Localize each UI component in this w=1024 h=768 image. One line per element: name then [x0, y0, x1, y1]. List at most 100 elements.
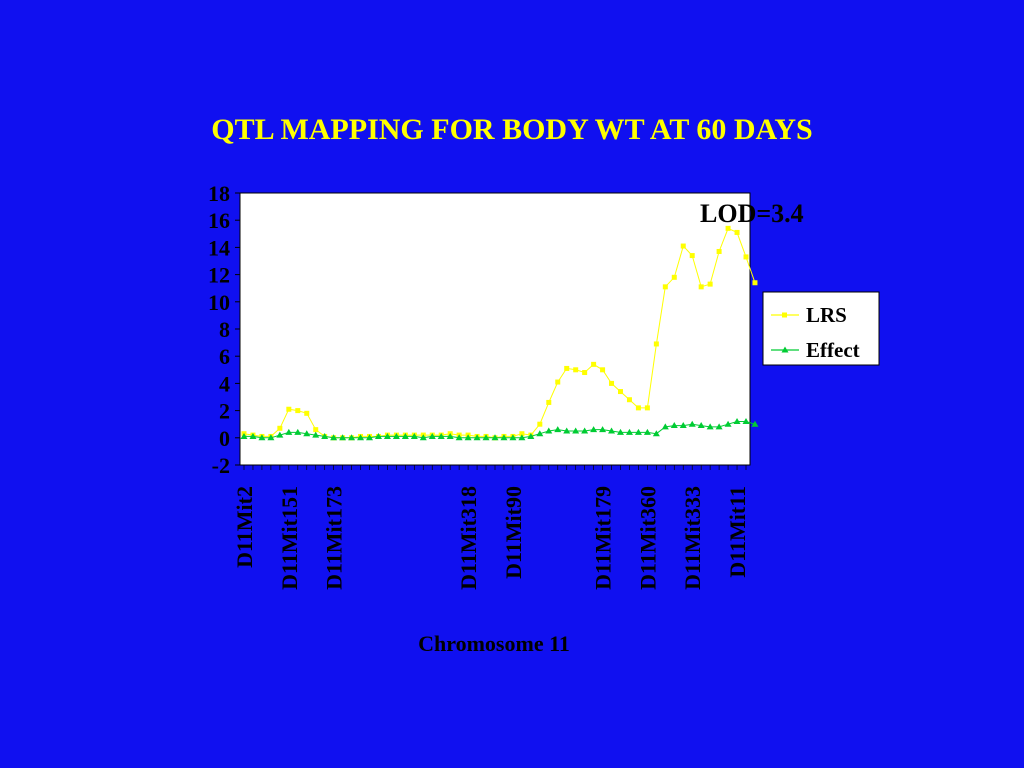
lrs-point [546, 399, 552, 405]
legend-box [762, 291, 880, 366]
effect-point [509, 434, 517, 441]
lrs-point [698, 284, 704, 290]
y-tick-label: 10 [208, 290, 230, 315]
effect-point [303, 430, 311, 437]
lrs-point [725, 225, 731, 231]
lrs-point [313, 427, 319, 433]
effect-point [679, 422, 687, 429]
effect-point [401, 432, 409, 439]
lrs-point [582, 370, 588, 376]
x-marker-label: D11Mit360 [635, 486, 660, 590]
effect-point [473, 434, 481, 441]
x-marker-label: D11Mit333 [680, 486, 705, 590]
effect-point [446, 432, 454, 439]
effect-point [572, 427, 580, 434]
x-marker-label: D11Mit90 [501, 486, 526, 579]
effect-point [348, 434, 356, 441]
effect-point [383, 432, 391, 439]
lrs-point [564, 365, 570, 371]
y-tick-label: 0 [219, 426, 230, 451]
lrs-point [734, 229, 740, 235]
y-tick-label: 18 [208, 181, 230, 206]
lrs-point [573, 367, 579, 373]
effect-point [464, 434, 472, 441]
effect-point [563, 427, 571, 434]
effect-point [643, 428, 651, 435]
legend-marker-effect [781, 346, 789, 353]
lod-annotation: LOD=3.4 [700, 199, 804, 228]
lrs-point [295, 408, 301, 414]
lrs-point [707, 281, 713, 287]
lrs-point [752, 280, 758, 286]
lrs-point [644, 405, 650, 411]
lrs-point [277, 425, 283, 431]
y-tick-label: -2 [212, 453, 230, 478]
lrs-point [671, 274, 677, 280]
lrs-point [519, 431, 525, 437]
effect-point [688, 420, 696, 427]
effect-point [545, 427, 553, 434]
y-tick-label: 4 [219, 371, 230, 396]
effect-point [706, 423, 714, 430]
effect-point [392, 432, 400, 439]
effect-point [518, 434, 526, 441]
effect-point [724, 420, 732, 427]
y-tick-label: 14 [208, 235, 230, 260]
lrs-point [555, 379, 561, 385]
lrs-point [662, 284, 668, 290]
lrs-point [537, 421, 543, 427]
lrs-point [626, 397, 632, 403]
chart-title: QTL MAPPING FOR BODY WT AT 60 DAYS [211, 113, 813, 146]
effect-point [419, 434, 427, 441]
effect-point [240, 432, 248, 439]
effect-point [617, 428, 624, 435]
x-marker-label: D11Mit179 [591, 486, 616, 590]
effect-point [339, 434, 347, 441]
effect-point [608, 427, 616, 434]
plot-area [239, 192, 751, 466]
effect-point [625, 428, 633, 435]
effect-point [599, 426, 607, 433]
effect-point [715, 423, 723, 430]
lrs-point [618, 389, 623, 395]
lrs-point [286, 406, 292, 412]
effect-point [536, 430, 544, 437]
effect-point [554, 426, 562, 433]
effect-point [285, 428, 293, 435]
legend-marker-lrs [782, 312, 787, 318]
lrs-point [304, 410, 310, 416]
y-tick-label: 16 [208, 208, 230, 233]
effect-point [330, 434, 338, 441]
effect-point [482, 434, 490, 441]
x-marker-label: D11Mit318 [456, 486, 481, 590]
effect-point [742, 417, 750, 424]
lrs-point [716, 248, 722, 254]
y-tick-label: 12 [208, 263, 230, 288]
x-marker-label: D11Mit173 [322, 486, 347, 590]
effect-point [267, 434, 275, 441]
y-tick-label: 8 [219, 317, 230, 342]
x-marker-label: D11Mit11 [725, 486, 750, 578]
legend: LRS Effect [762, 291, 880, 366]
legend-label-lrs: LRS [806, 303, 847, 327]
effect-point [634, 428, 642, 435]
effect-point [581, 427, 589, 434]
effect-point [249, 432, 257, 439]
effect-point [294, 428, 302, 435]
x-marker-label: D11Mit2 [232, 486, 257, 568]
effect-point [321, 432, 329, 439]
lrs-point [635, 405, 641, 411]
effect-point [312, 431, 320, 438]
effect-point [527, 432, 535, 439]
effect-point [751, 420, 759, 427]
effect-point [491, 434, 499, 441]
effect-point [590, 426, 598, 433]
effect-point [374, 432, 382, 439]
effect-point [661, 423, 669, 430]
y-tick-label: 2 [219, 399, 230, 424]
effect-point [357, 434, 365, 441]
lrs-point [653, 341, 659, 347]
lrs-point [591, 361, 597, 367]
